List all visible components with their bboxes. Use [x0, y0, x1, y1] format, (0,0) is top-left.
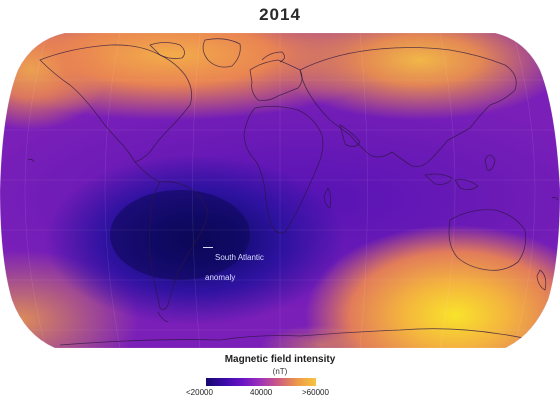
australia-coast [448, 209, 527, 271]
colorbar-tick-mid: 40000 [250, 388, 273, 397]
annotation-line-2: anomaly [205, 273, 236, 282]
colorbar [206, 378, 316, 386]
colorbar-tick-max: >60000 [302, 388, 329, 397]
legend-unit: (nT) [272, 367, 288, 376]
annotation-line-1: South Atlantic [215, 253, 264, 262]
europe-coast [249, 59, 303, 101]
legend-title: Magnetic field intensity [224, 354, 336, 365]
south-america-coast [148, 181, 209, 310]
colorbar-tick-min: <20000 [186, 388, 213, 397]
south-atlantic-anomaly-label: South Atlantic anomaly [205, 243, 295, 293]
map-title: 2014 [259, 5, 301, 24]
north-america-coast [39, 44, 193, 163]
coastlines [27, 38, 559, 346]
annotation-leader-line [203, 247, 213, 248]
greenland-coast [202, 38, 241, 68]
africa-coast [243, 106, 324, 234]
antarctica-coast [59, 328, 546, 346]
